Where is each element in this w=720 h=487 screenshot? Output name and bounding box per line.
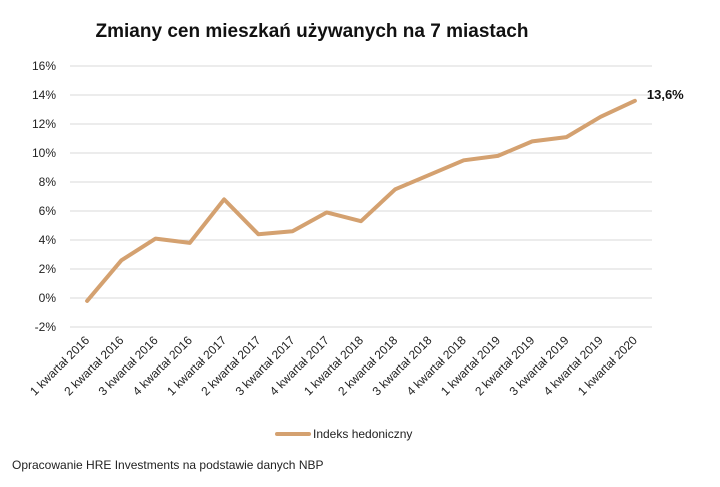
data-point: [325, 211, 328, 214]
data-point: [188, 241, 192, 245]
y-tick-label: 2%: [39, 262, 57, 276]
data-point: [462, 159, 465, 162]
gridlines: [70, 65, 652, 328]
data-point: [633, 99, 637, 103]
x-tick-label: 4 kwartał 2018: [404, 333, 469, 398]
legend-label: Indeks hedoniczny: [313, 427, 412, 441]
y-axis-ticks: -2% 0% 2% 4% 6% 8% 10% 12% 14% 16%: [32, 59, 56, 334]
x-tick-label: 1 kwartał 2019: [438, 333, 503, 398]
x-tick-label: 3 kwartał 2018: [370, 333, 435, 398]
x-tick-label: 1 kwartał 2016: [27, 333, 92, 398]
y-tick-label: 4%: [39, 233, 57, 247]
x-tick-label: 2 kwartał 2019: [472, 333, 537, 398]
x-tick-label: 4 kwartał 2016: [130, 333, 195, 398]
end-value-label: 13,6%: [647, 87, 684, 102]
data-point: [394, 188, 397, 191]
data-point: [359, 219, 363, 223]
data-point: [428, 173, 431, 176]
chart-title: Zmiany cen mieszkań używanych na 7 miast…: [96, 21, 529, 42]
legend: Indeks hedoniczny: [275, 427, 412, 441]
data-point: [291, 230, 294, 233]
x-tick-label: 2 kwartał 2018: [335, 333, 400, 398]
y-tick-label: 12%: [32, 117, 56, 131]
series-line: [85, 98, 637, 303]
y-tick-label: 0%: [39, 291, 57, 305]
x-tick-label: 4 kwartał 2017: [267, 333, 332, 398]
x-tick-label: 1 kwartał 2018: [301, 333, 366, 398]
y-tick-label: 14%: [32, 88, 56, 102]
y-tick-label: 10%: [32, 146, 56, 160]
x-tick-label: 4 kwartał 2019: [541, 333, 606, 398]
data-point: [222, 198, 226, 201]
data-point: [154, 237, 157, 240]
data-point: [496, 154, 500, 158]
x-tick-label: 1 kwartał 2017: [164, 333, 229, 398]
source-note: Opracowanie HRE Investments na podstawie…: [12, 458, 324, 472]
data-point: [565, 135, 568, 139]
data-point: [257, 233, 260, 236]
series-layer: 13,6%: [85, 87, 684, 303]
y-tick-label: 8%: [39, 175, 57, 189]
data-point: [120, 259, 123, 262]
x-tick-label: 3 kwartał 2017: [233, 333, 298, 398]
x-tick-label: 2 kwartał 2016: [61, 333, 126, 398]
x-tick-label: 1 kwartał 2020: [575, 333, 640, 398]
data-point: [85, 299, 89, 303]
y-tick-label: 6%: [39, 204, 57, 218]
data-point: [530, 140, 534, 143]
y-tick-label: 16%: [32, 59, 56, 73]
x-tick-label: 3 kwartał 2019: [506, 333, 571, 398]
data-point: [599, 115, 602, 118]
x-tick-label: 3 kwartał 2016: [96, 333, 161, 398]
x-tick-label: 2 kwartał 2017: [198, 333, 263, 398]
y-tick-label: -2%: [35, 320, 57, 334]
